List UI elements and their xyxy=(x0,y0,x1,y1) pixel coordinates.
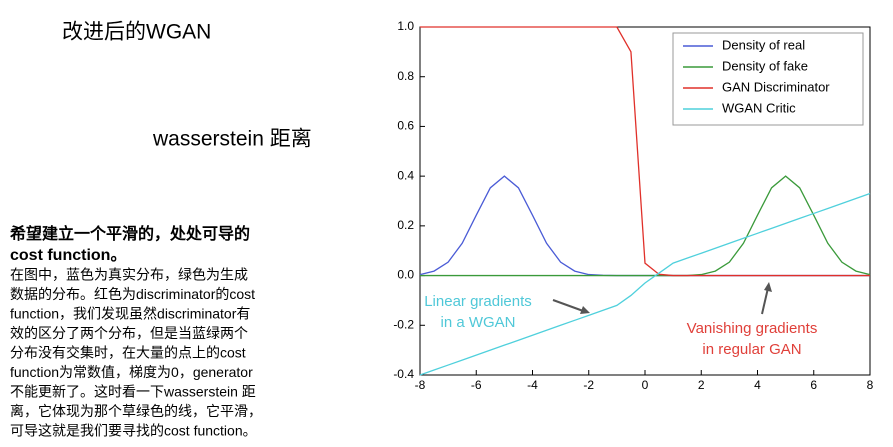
body-text: 可导这就是我们要寻找的cost function。 xyxy=(10,423,257,439)
slide-subtitle: wasserstein 距离 xyxy=(152,128,312,151)
body-text: function为常数值，梯度为0，generator xyxy=(10,364,253,380)
line-series xyxy=(420,175,871,277)
annotation: Vanishing gradients xyxy=(687,320,818,337)
x-tick-label: -2 xyxy=(583,378,594,392)
x-tick-label: 2 xyxy=(698,378,705,392)
arrowhead xyxy=(580,306,590,314)
legend-label: WGAN Critic xyxy=(722,100,796,115)
body-text: 不能更新了。这时看一下wasserstein 距 xyxy=(10,384,256,400)
y-tick-label: 0.2 xyxy=(397,218,414,232)
arrow xyxy=(761,287,769,315)
y-tick-label: 0.0 xyxy=(397,268,414,282)
body-text: 在图中，蓝色为真实分布，绿色为生成 xyxy=(10,267,248,283)
y-tick-label: 0.8 xyxy=(397,69,414,83)
x-tick-label: 6 xyxy=(810,378,817,392)
legend-box xyxy=(672,32,864,126)
line-series xyxy=(420,26,870,277)
legend-label: Density of real xyxy=(722,37,805,52)
legend-label: GAN Discriminator xyxy=(722,79,830,94)
x-tick-label: 4 xyxy=(754,378,761,392)
x-tick-label: -6 xyxy=(471,378,482,392)
legend-label: Density of fake xyxy=(722,58,808,73)
y-tick-label: 0.6 xyxy=(397,119,414,133)
annotation: Linear gradients xyxy=(424,293,532,310)
arrow xyxy=(552,299,587,313)
x-tick-label: 0 xyxy=(642,378,649,392)
heading: 希望建立一个平滑的，处处可导的 xyxy=(10,224,250,243)
arrowhead xyxy=(764,282,772,292)
body-text: 数据的分布。红色为discriminator的cost xyxy=(10,286,255,302)
y-tick-label: -0.2 xyxy=(393,317,414,331)
x-tick-label: 8 xyxy=(867,378,874,392)
slide-title: 改进后的WGAN xyxy=(62,21,211,44)
y-tick-label: 1.0 xyxy=(397,19,414,33)
y-tick-label: 0.4 xyxy=(397,168,414,182)
body-text: 离，它体现为那个草绿色的线，它平滑， xyxy=(10,403,262,419)
heading: cost function。 xyxy=(10,247,126,264)
annotation: in regular GAN xyxy=(702,341,801,358)
body-text: 分布没有交集时，在大量的点上的cost xyxy=(10,345,246,361)
line-series xyxy=(419,192,871,376)
annotation: in a WGAN xyxy=(440,314,515,331)
body-text: function，我们发现虽然discriminator有 xyxy=(10,306,250,322)
y-tick-label: -0.4 xyxy=(393,367,414,381)
x-tick-label: -8 xyxy=(415,378,426,392)
body-text: 效的区分了两个分布，但是当蓝绿两个 xyxy=(10,325,248,341)
x-tick-label: -4 xyxy=(527,378,538,392)
